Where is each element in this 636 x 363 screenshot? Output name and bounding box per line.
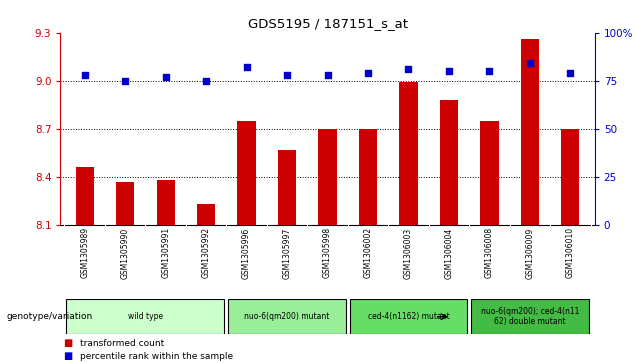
Point (444, 68, 454, 74)
Point (363, 70, 373, 76)
Bar (399, 82, 418, 225)
Text: GSM1306008: GSM1306008 (485, 227, 494, 278)
Title: GDS5195 / 187151_s_at: GDS5195 / 187151_s_at (247, 17, 408, 30)
Bar (116, 182, 134, 225)
Text: GSM1305991: GSM1305991 (161, 227, 170, 278)
Text: percentile rank within the sample: percentile rank within the sample (80, 352, 233, 361)
Point (201, 78, 211, 84)
Text: GSM1305989: GSM1305989 (80, 227, 89, 278)
Bar (197, 204, 215, 225)
Point (403, 66, 413, 72)
Point (160, 74, 170, 80)
Bar (480, 121, 499, 225)
Text: GSM1306003: GSM1306003 (404, 227, 413, 278)
Point (565, 70, 576, 76)
Text: wild type: wild type (128, 312, 163, 321)
Text: ■: ■ (64, 351, 73, 362)
Bar (350, 299, 467, 334)
Bar (359, 129, 377, 225)
Bar (228, 299, 346, 334)
Bar (440, 100, 458, 225)
Text: ■: ■ (64, 338, 73, 348)
Text: ced-4(n1162) mutant: ced-4(n1162) mutant (368, 312, 450, 321)
Bar (319, 129, 336, 225)
Bar (562, 129, 579, 225)
Text: GSM1306009: GSM1306009 (525, 227, 534, 278)
Text: nuo-6(qm200); ced-4(n11
62) double mutant: nuo-6(qm200); ced-4(n11 62) double mutan… (481, 307, 579, 326)
Bar (156, 180, 175, 225)
Bar (237, 121, 256, 225)
Bar (67, 299, 225, 334)
Text: nuo-6(qm200) mutant: nuo-6(qm200) mutant (244, 312, 329, 321)
Text: GSM1305996: GSM1305996 (242, 227, 251, 278)
Point (120, 78, 130, 84)
Text: GSM1306002: GSM1306002 (364, 227, 373, 278)
Point (282, 72, 292, 78)
Point (242, 64, 252, 70)
Text: genotype/variation: genotype/variation (6, 312, 93, 321)
Text: GSM1305990: GSM1305990 (121, 227, 130, 278)
Text: GSM1305992: GSM1305992 (202, 227, 211, 278)
Text: transformed count: transformed count (80, 339, 163, 347)
Text: GSM1305998: GSM1305998 (323, 227, 332, 278)
Bar (76, 167, 94, 225)
Point (525, 61, 535, 66)
Bar (471, 299, 588, 334)
Text: GSM1306004: GSM1306004 (445, 227, 453, 278)
Point (485, 68, 495, 74)
Point (80, 72, 90, 78)
Text: GSM1306010: GSM1306010 (566, 227, 575, 278)
Bar (278, 150, 296, 225)
Text: GSM1305997: GSM1305997 (282, 227, 291, 278)
Point (322, 72, 333, 78)
Bar (521, 39, 539, 225)
